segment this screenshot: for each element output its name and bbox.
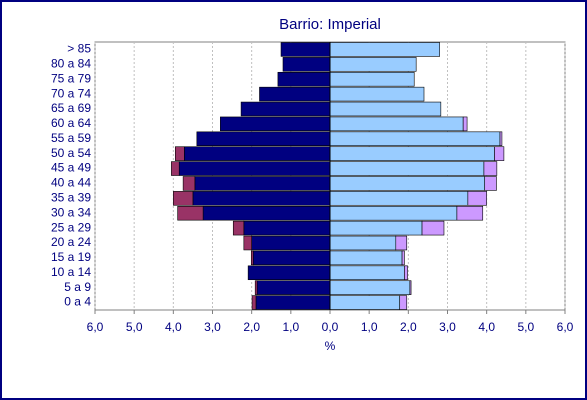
x-tick-label: 3,0 — [204, 320, 221, 334]
bar-segment — [329, 57, 417, 72]
bar-segment — [277, 71, 331, 87]
bar-segment — [255, 295, 331, 310]
y-tick-label: 55 a 59 — [51, 131, 91, 145]
bar-segment — [171, 161, 180, 176]
bar-segment — [329, 101, 442, 117]
y-tick-label: 0 a 4 — [64, 295, 91, 309]
bar-segment — [250, 250, 254, 266]
bar-segment — [184, 146, 331, 161]
bar-segment — [329, 220, 423, 236]
x-tick-label: 0,0 — [322, 320, 339, 334]
x-axis-label: % — [325, 339, 336, 353]
bar-segment — [329, 131, 501, 147]
y-tick-label: 45 a 49 — [51, 161, 91, 175]
bar-segment — [178, 161, 331, 176]
bar-segment — [329, 250, 403, 266]
bar-segment — [173, 191, 194, 206]
bar-segment — [329, 176, 486, 191]
x-tick-label: 5,0 — [517, 320, 534, 334]
bar-segment — [456, 205, 484, 221]
bar-segment — [329, 42, 440, 57]
y-tick-label: 15 a 19 — [51, 250, 91, 264]
bar-segment — [329, 205, 458, 221]
chart-title: Barrio: Imperial — [279, 16, 381, 33]
bar-segment — [329, 116, 464, 132]
bar-segment — [409, 280, 412, 295]
bar-segment — [395, 235, 408, 251]
y-tick-label: 20 a 24 — [51, 235, 91, 249]
x-tick-label: 4,0 — [478, 320, 495, 334]
bar-segment — [494, 146, 505, 161]
bar-segment — [329, 191, 469, 206]
bar-segment — [329, 71, 415, 87]
y-tick-label: > 85 — [67, 42, 91, 56]
bar-segment — [329, 146, 495, 161]
bar-segment — [329, 86, 425, 102]
bar-segment — [399, 295, 408, 310]
x-tick-label: 2,0 — [400, 320, 417, 334]
y-tick-label: 25 a 29 — [51, 220, 91, 234]
bar-segment — [174, 146, 185, 161]
y-tick-label: 70 a 74 — [51, 86, 91, 100]
y-tick-label: 75 a 79 — [51, 71, 91, 85]
bar-segment — [252, 250, 331, 266]
x-tick-label: 5,0 — [126, 320, 143, 334]
y-tick-label: 10 a 14 — [51, 265, 91, 279]
bar-segment — [243, 220, 331, 236]
x-tick-label: 6,0 — [87, 320, 104, 334]
bar-segment — [329, 280, 411, 295]
bar-segment — [467, 191, 487, 206]
bar-segment — [202, 205, 331, 221]
x-tick-label: 3,0 — [439, 320, 456, 334]
x-tick-label: 1,0 — [361, 320, 378, 334]
bar-segment — [247, 265, 331, 281]
bar-segment — [251, 295, 257, 310]
x-tick-label: 1,0 — [282, 320, 299, 334]
y-tick-label: 30 a 34 — [51, 205, 91, 219]
y-tick-label: 40 a 44 — [51, 176, 91, 190]
bar-segment — [282, 57, 331, 72]
y-tick-label: 35 a 39 — [51, 191, 91, 205]
bar-segment — [280, 42, 331, 57]
bar-segment — [483, 161, 498, 176]
bar-segment — [329, 295, 401, 310]
bar-segment — [484, 176, 497, 191]
bar-segment — [196, 131, 331, 147]
bar-segment — [194, 176, 331, 191]
bar-segment — [254, 280, 258, 295]
y-tick-label: 80 a 84 — [51, 57, 91, 71]
y-tick-label: 65 a 69 — [51, 101, 91, 115]
bar-segment — [329, 235, 397, 251]
bar-segment — [243, 235, 252, 251]
bar-segment — [251, 235, 331, 251]
bar-segment — [404, 265, 408, 281]
bar-segment — [329, 265, 405, 281]
bar-segment — [462, 116, 468, 132]
bar-segment — [401, 250, 405, 266]
y-tick-label: 60 a 64 — [51, 116, 91, 130]
y-tick-label: 50 a 54 — [51, 146, 91, 160]
x-tick-label: 2,0 — [243, 320, 260, 334]
bar-segment — [177, 205, 204, 221]
x-tick-label: 6,0 — [557, 320, 574, 334]
bar-segment — [182, 176, 196, 191]
bar-segment — [256, 280, 331, 295]
bar-segment — [220, 116, 331, 132]
bar-segment — [232, 220, 245, 236]
bar-segment — [192, 191, 331, 206]
y-tick-label: 5 a 9 — [64, 280, 91, 294]
bar-segment — [259, 86, 331, 102]
x-tick-label: 4,0 — [165, 320, 182, 334]
bar-segment — [499, 131, 503, 147]
bar-segment — [240, 101, 331, 117]
bar-segment — [421, 220, 445, 236]
bar-segment — [329, 161, 485, 176]
